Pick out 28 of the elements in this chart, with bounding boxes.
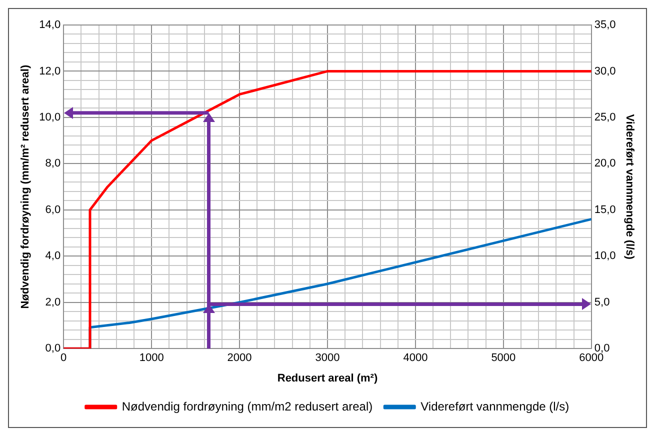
x-tick-label: 5000 (491, 352, 516, 364)
x-tick-label: 0 (60, 352, 67, 364)
y2-tick-label: 5,0 (594, 296, 610, 308)
y-tick-label: 14,0 (39, 19, 61, 32)
y-tick-label: 12,0 (39, 65, 61, 78)
y-tick-label: 0,0 (45, 342, 61, 355)
legend-label: Videreført vannmengde (l/s) (420, 399, 570, 414)
y2-tick-label: 35,0 (594, 19, 616, 32)
y-tick-label: 8,0 (45, 158, 61, 170)
y-tick-label: 10,0 (39, 111, 61, 124)
y2-tick-label: 20,0 (594, 158, 616, 170)
x-axis-title: Redusert areal (m²) (277, 372, 378, 384)
y2-tick-label: 30,0 (594, 65, 616, 78)
y-tick-label: 2,0 (45, 296, 61, 308)
y2-axis-title: Videreført vannmengde (l/s) (623, 114, 636, 260)
x-tick-label: 1000 (139, 352, 164, 364)
y-axis-title: Nødvendig fordrøyning (mm/m² redusert areal) (20, 64, 32, 309)
y2-tick-label: 0,0 (594, 342, 610, 355)
x-tick-label: 4000 (403, 352, 428, 364)
legend-label: Nødvendig fordrøyning (mm/m2 redusert areal) (122, 399, 373, 414)
y2-tick-label: 10,0 (594, 250, 616, 262)
x-tick-label: 2000 (227, 352, 252, 364)
x-tick-label: 3000 (315, 352, 340, 364)
x-tick-label: 6000 (579, 352, 604, 364)
y2-tick-label: 25,0 (594, 111, 616, 124)
y-tick-label: 6,0 (45, 204, 61, 216)
y2-tick-label: 15,0 (594, 204, 616, 216)
y-tick-label: 4,0 (45, 250, 61, 262)
